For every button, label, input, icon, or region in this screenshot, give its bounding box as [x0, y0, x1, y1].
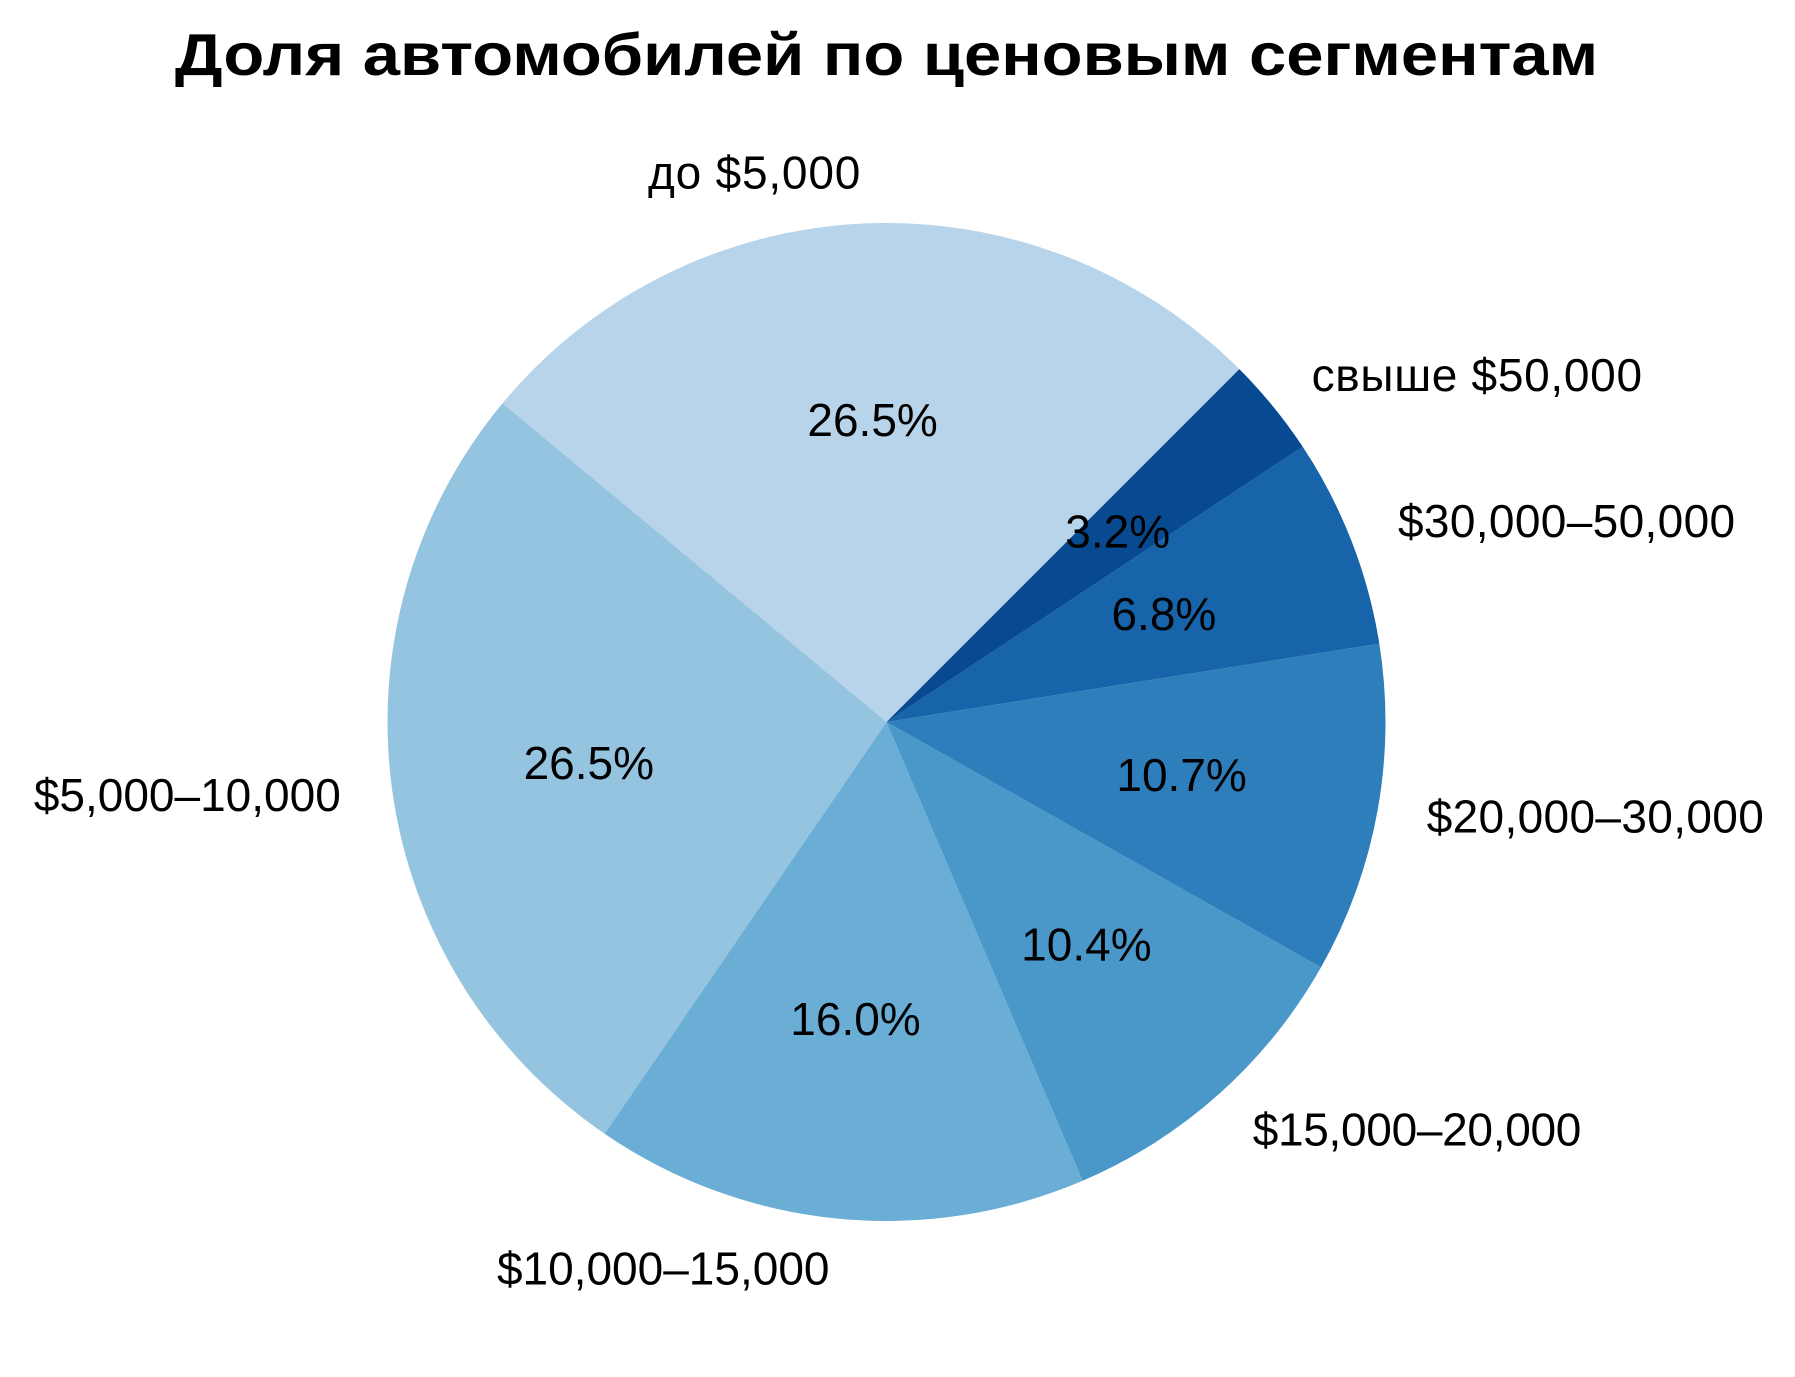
svg-text:26.5%: 26.5%	[524, 737, 654, 789]
svg-text:10.4%: 10.4%	[1021, 918, 1151, 970]
svg-text:10.7%: 10.7%	[1116, 749, 1246, 801]
svg-text:16.0%: 16.0%	[790, 993, 920, 1045]
svg-text:$5,000–10,000: $5,000–10,000	[34, 769, 341, 821]
svg-text:$15,000–20,000: $15,000–20,000	[1253, 1104, 1581, 1156]
svg-text:6.8%: 6.8%	[1111, 588, 1216, 640]
svg-text:26.5%: 26.5%	[807, 394, 937, 446]
svg-text:Доля автомобилей по ценовым се: Доля автомобилей по ценовым сегментам	[175, 22, 1598, 88]
svg-text:свыше $50,000: свыше $50,000	[1312, 349, 1643, 401]
svg-text:$10,000–15,000: $10,000–15,000	[497, 1243, 830, 1295]
svg-text:$30,000–50,000: $30,000–50,000	[1398, 495, 1735, 547]
svg-text:$20,000–30,000: $20,000–30,000	[1427, 791, 1764, 843]
svg-text:3.2%: 3.2%	[1065, 505, 1170, 557]
svg-text:до $5,000: до $5,000	[648, 147, 861, 199]
